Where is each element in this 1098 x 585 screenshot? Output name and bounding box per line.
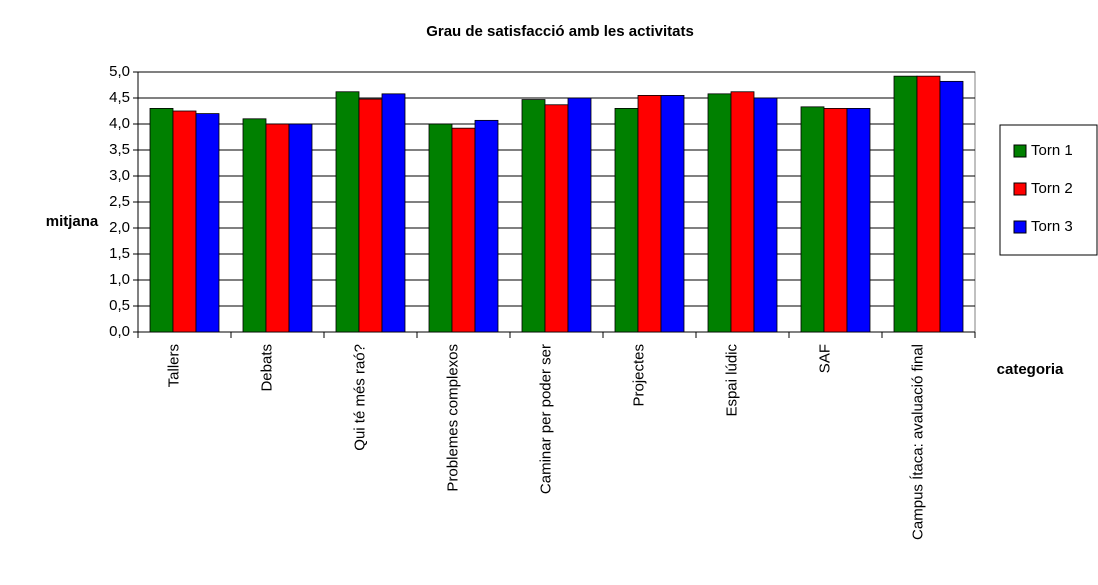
bar: [730, 91, 755, 333]
y-tick-label: 4,0: [109, 115, 130, 132]
bar: [800, 106, 825, 333]
bar: [381, 93, 406, 333]
x-tick-label: SAF: [816, 344, 833, 373]
bar: [428, 123, 453, 333]
x-tick-label: Caminar per poder ser: [537, 344, 554, 494]
bar: [567, 97, 592, 333]
bar: [637, 95, 662, 333]
x-tick-label: Problemes complexos: [444, 344, 461, 492]
y-tick-label: 3,0: [109, 167, 130, 184]
bar: [707, 93, 732, 333]
bar: [172, 110, 197, 333]
legend-label: Torn 2: [1031, 180, 1073, 197]
y-tick-label: 3,5: [109, 141, 130, 158]
bar: [893, 75, 918, 333]
x-tick-label: Debats: [258, 344, 275, 392]
bar: [474, 119, 499, 333]
bar: [451, 127, 476, 333]
legend-swatch: [1013, 144, 1027, 158]
y-tick-label: 1,0: [109, 271, 130, 288]
bar: [916, 75, 941, 333]
y-tick-label: 0,5: [109, 297, 130, 314]
bar: [195, 113, 220, 333]
bar: [660, 95, 685, 333]
bar: [288, 123, 313, 333]
x-axis-label: categoria: [997, 361, 1064, 378]
x-tick-label: Campus Ítaca: avaluació final: [909, 344, 926, 540]
bar: [521, 99, 546, 333]
y-axis-label: mitjana: [46, 213, 99, 230]
legend-swatch: [1013, 220, 1027, 234]
x-tick-label: Qui té més raó?: [351, 344, 368, 451]
x-tick-label: Espai lúdic: [723, 344, 740, 417]
bar: [823, 108, 848, 333]
y-tick-label: 2,0: [109, 219, 130, 236]
y-tick-label: 2,5: [109, 193, 130, 210]
y-tick-label: 0,0: [109, 323, 130, 340]
chart-title: Grau de satisfacció amb les activitats: [426, 23, 694, 40]
bar: [358, 98, 383, 333]
y-tick-label: 1,5: [109, 245, 130, 262]
bar: [846, 108, 871, 333]
bar: [242, 118, 267, 333]
y-tick-label: 4,5: [109, 89, 130, 106]
legend-swatch: [1013, 182, 1027, 196]
bar: [614, 108, 639, 333]
bar: [544, 104, 569, 333]
bar: [939, 80, 964, 333]
y-tick-label: 5,0: [109, 63, 130, 80]
legend-label: Torn 1: [1031, 142, 1073, 159]
bar: [753, 97, 778, 333]
bar: [265, 123, 290, 333]
bar: [149, 108, 174, 333]
bar: [335, 91, 360, 333]
x-tick-label: Projectes: [630, 344, 647, 407]
x-tick-label: Tallers: [165, 344, 182, 387]
legend-label: Torn 3: [1031, 218, 1073, 235]
